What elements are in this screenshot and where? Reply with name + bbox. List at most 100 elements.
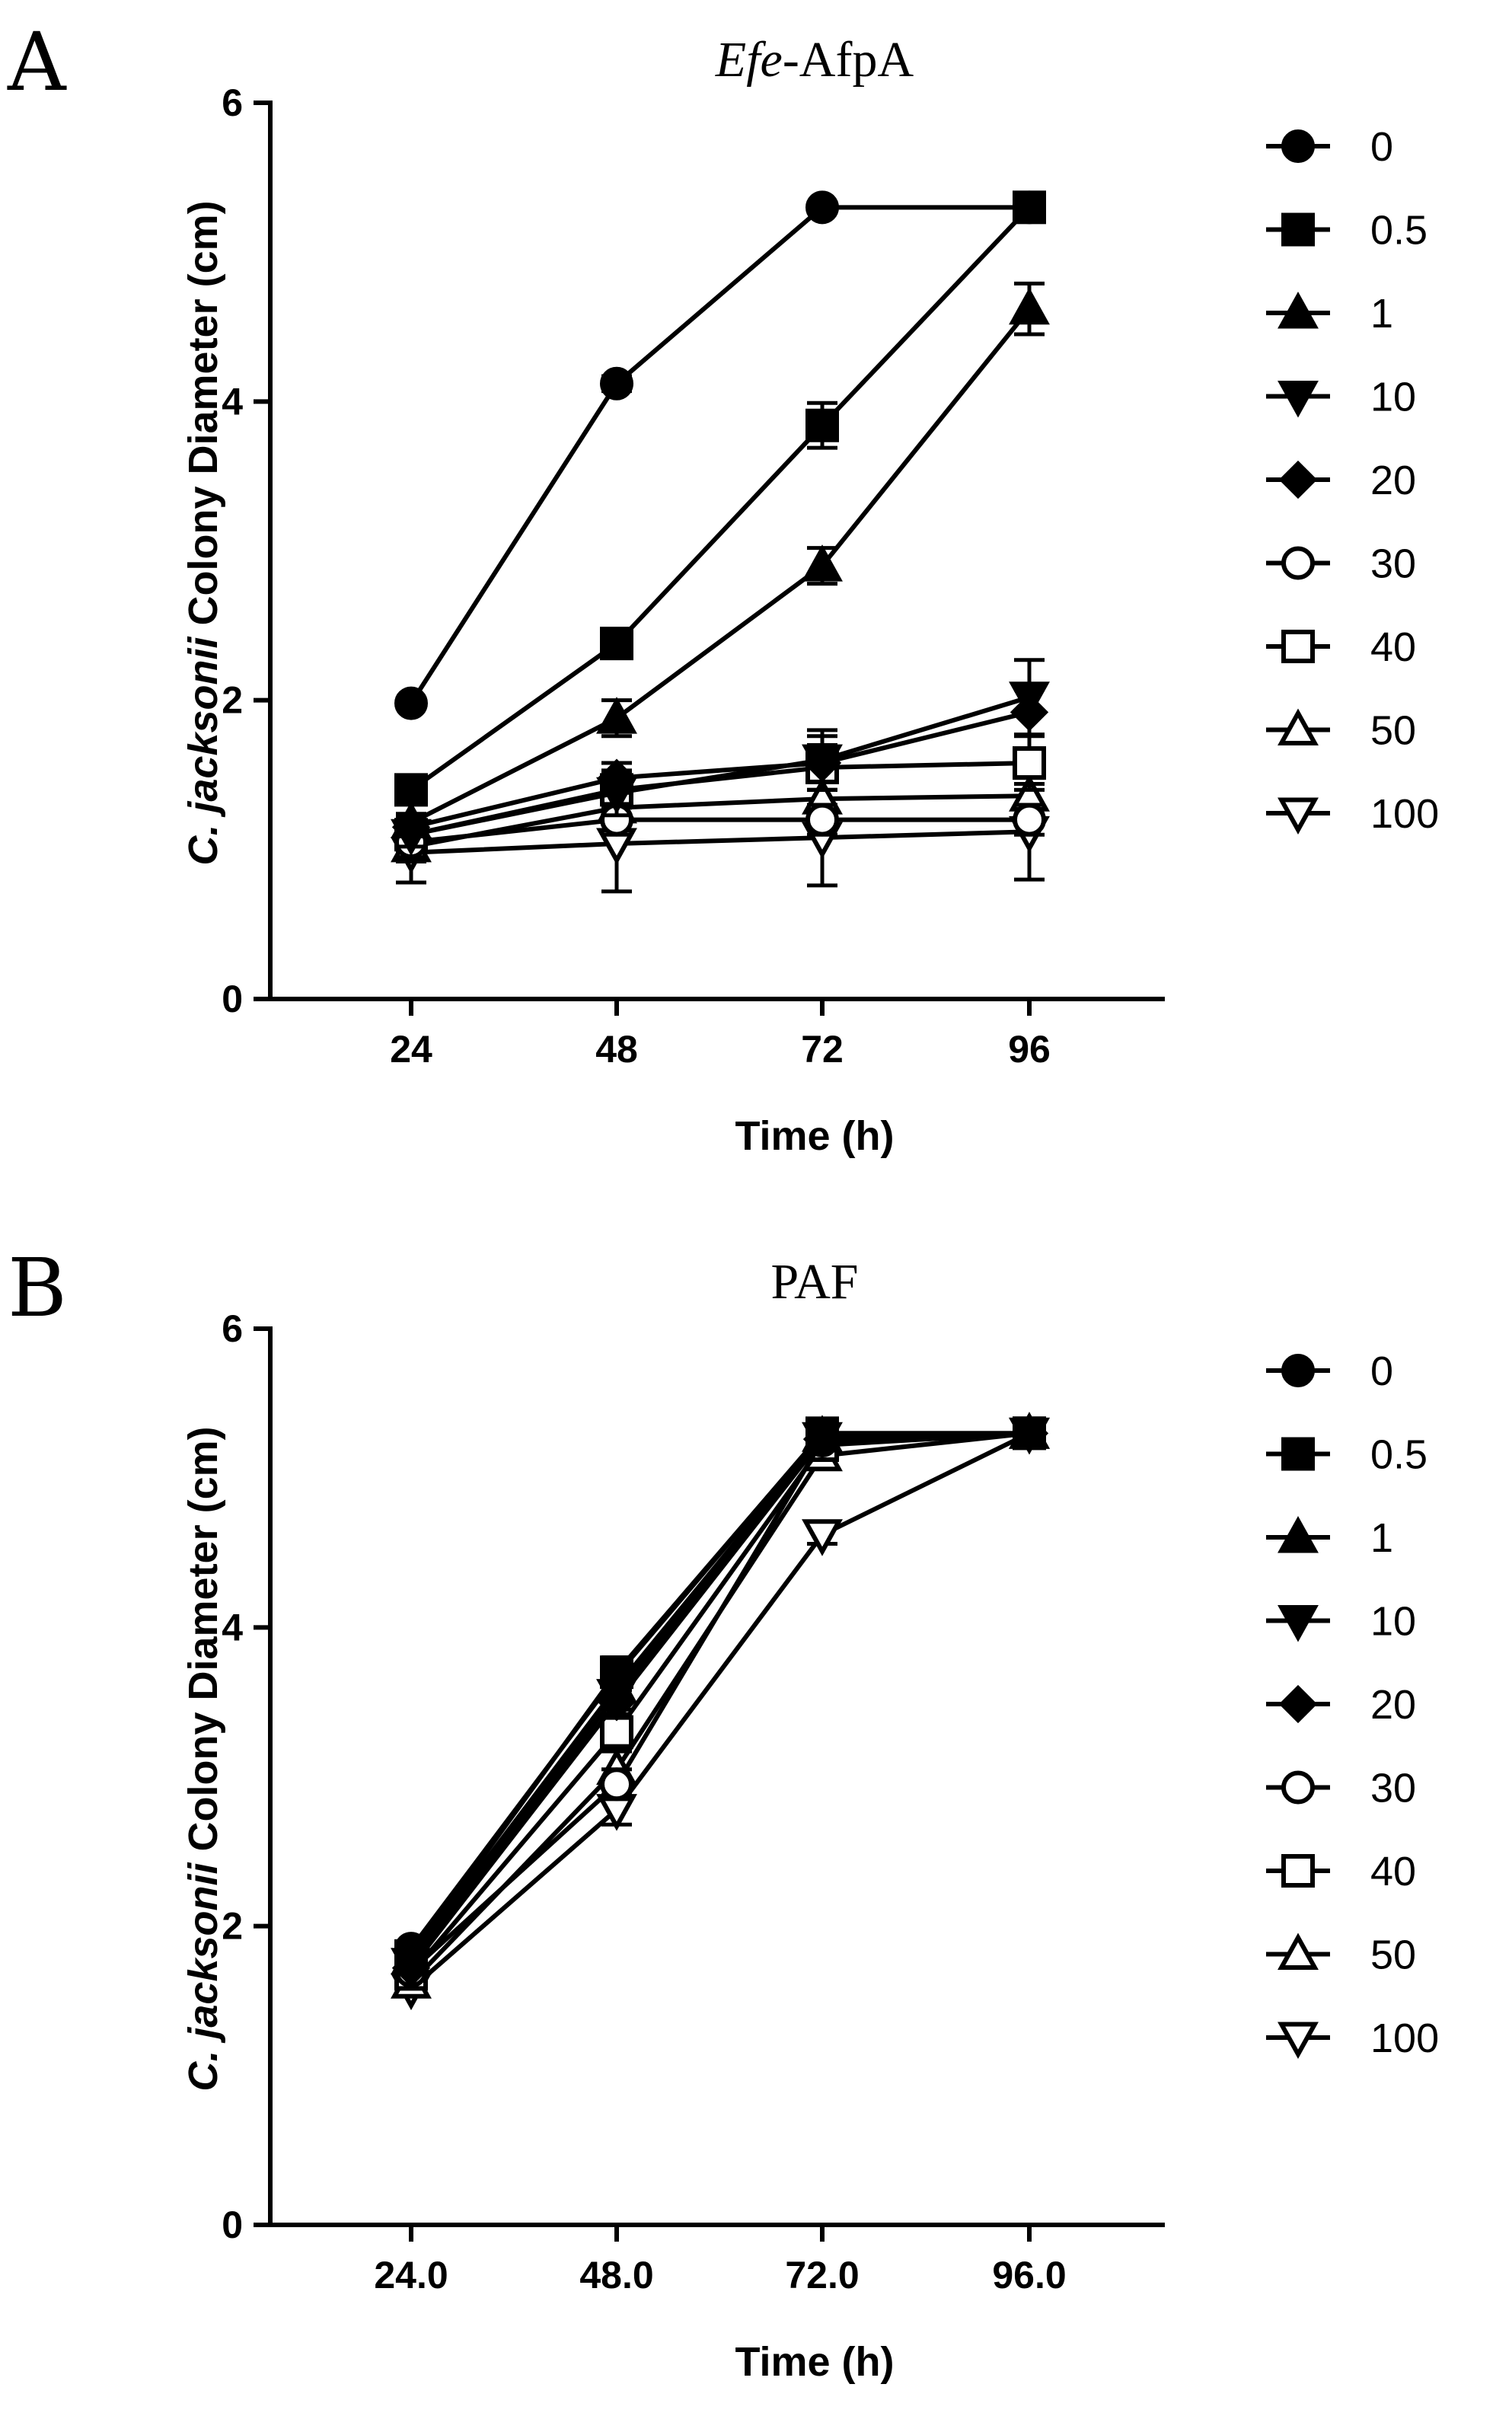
- data-point: [805, 408, 839, 442]
- legend-label: 40: [1370, 624, 1416, 670]
- series-group-b: [391, 1412, 1050, 2011]
- x-axis-label-b: Time (h): [735, 2339, 894, 2385]
- legend-marker: [1278, 291, 1319, 329]
- series-line: [409, 1431, 1030, 1961]
- y-axis-label-a: C. jacksonii Colony Diameter (cm): [180, 200, 226, 865]
- legend-label: 0: [1370, 1348, 1393, 1394]
- legend-label: 10: [1370, 1599, 1416, 1645]
- series-line: [410, 1431, 1031, 1991]
- series-b-0: [394, 1416, 1046, 1966]
- y-tick-label-b: 4: [222, 1606, 243, 1648]
- data-point: [600, 1658, 633, 1693]
- legend-marker: [1281, 212, 1315, 247]
- legend-label: 0: [1370, 124, 1393, 170]
- legend-a: 0 0.5 1 10 20 30 40 50 100: [1266, 124, 1439, 837]
- x-tick-label-b: 24.0: [374, 2254, 448, 2296]
- legend-item-a: 0.5: [1266, 208, 1427, 254]
- legend-item-b: 0: [1266, 1348, 1393, 1394]
- series-b-100: [391, 1417, 1050, 2011]
- series-line: [409, 1431, 1030, 1973]
- legend-item-b: 0.5: [1266, 1432, 1427, 1478]
- series-a-100: [391, 782, 1050, 894]
- series-line: [409, 205, 1029, 705]
- series-a-0: [394, 190, 1046, 720]
- legend-label: 30: [1370, 1766, 1416, 1811]
- legend-item-a: 30: [1266, 541, 1416, 587]
- legend-label: 50: [1370, 708, 1416, 754]
- data-point: [802, 544, 843, 582]
- legend-label: 1: [1370, 1515, 1393, 1561]
- data-point: [1013, 1416, 1046, 1451]
- legend-label: 0.5: [1370, 1432, 1427, 1478]
- panel-letter-a: A: [7, 15, 67, 109]
- data-point: [1013, 190, 1046, 225]
- x-tick-label-a: 72: [801, 1028, 844, 1071]
- series-line: [409, 1431, 1029, 1958]
- chart-title-a-rest: -AfpA: [783, 32, 914, 88]
- series-line: [409, 1431, 1029, 1950]
- legend-label: 10: [1370, 375, 1416, 420]
- y-axis-label-a-italic: C. jacksonii: [180, 637, 226, 866]
- panel-b: B PAF Time (h) C. jacksonii Colony Diame…: [8, 1241, 1439, 2385]
- series-line: [410, 206, 1032, 792]
- series-b-50: [391, 1412, 1050, 1999]
- legend-marker: [1281, 546, 1315, 580]
- legend-marker: [1278, 708, 1319, 745]
- x-tick-label-b: 48.0: [579, 2254, 653, 2296]
- panel-a: A Efe-AfpA Time (h) C. jacksonii Colony …: [7, 15, 1439, 1159]
- data-point: [600, 366, 633, 401]
- series-a-10: [391, 658, 1050, 857]
- y-axis-label-b-rest: Colony Diameter (cm): [180, 1426, 226, 1862]
- legend-marker: [1281, 630, 1315, 663]
- y-axis-label-b: C. jacksonii Colony Diameter (cm): [180, 1426, 226, 2091]
- y-tick-label-a: 0: [222, 978, 243, 1020]
- panel-letter-b: B: [8, 1241, 67, 1335]
- data-point: [600, 627, 633, 661]
- legend-label: 30: [1370, 541, 1416, 587]
- x-tick-label-b: 96.0: [992, 2254, 1066, 2296]
- legend-label: 0.5: [1370, 208, 1427, 254]
- series-b-40: [394, 1416, 1046, 1991]
- chart-title-b-rest: PAF: [770, 1254, 858, 1310]
- legend-marker: [1281, 1854, 1315, 1888]
- legend-item-b: 10: [1266, 1599, 1416, 1645]
- legend-item-b: 50: [1266, 1932, 1416, 1978]
- series-a-1: [391, 281, 1050, 839]
- series-b-1: [391, 1412, 1050, 1975]
- data-point: [805, 803, 839, 837]
- legend-marker: [1278, 2022, 1319, 2060]
- legend-label: 1: [1370, 291, 1393, 337]
- legend-item-b: 20: [1266, 1682, 1416, 1728]
- series-a-0.5: [394, 190, 1046, 807]
- data-point: [1009, 287, 1050, 325]
- data-point: [1009, 681, 1050, 719]
- chart-title-a: Efe-AfpA: [715, 32, 914, 88]
- legend-marker: [1278, 797, 1319, 835]
- y-tick-label-a: 2: [222, 679, 243, 722]
- y-tick-label-b: 6: [222, 1307, 243, 1350]
- data-point: [394, 773, 428, 807]
- legend-item-b: 100: [1266, 2015, 1439, 2061]
- series-line: [410, 829, 1030, 855]
- legend-label: 20: [1370, 1682, 1416, 1728]
- legend-item-a: 50: [1266, 708, 1416, 754]
- data-point: [394, 1932, 428, 1966]
- chart-title-b: PAF: [770, 1254, 858, 1310]
- y-tick-label-b: 2: [222, 1905, 243, 1948]
- y-tick-label-a: 6: [222, 81, 243, 124]
- legend-marker: [1278, 1932, 1319, 1970]
- series-line: [410, 694, 1030, 838]
- data-point: [1013, 746, 1046, 780]
- series-line: [410, 307, 1032, 825]
- data-point: [805, 1416, 839, 1451]
- series-line: [409, 1431, 1030, 1985]
- series-group-a: [391, 190, 1050, 894]
- legend-marker: [1278, 460, 1318, 499]
- legend-item-a: 10: [1266, 375, 1416, 420]
- x-tick-label-a: 96: [1008, 1028, 1051, 1071]
- series-line: [410, 710, 1030, 830]
- data-point: [805, 190, 839, 225]
- legend-marker: [1278, 1605, 1319, 1642]
- data-point: [802, 1519, 843, 1556]
